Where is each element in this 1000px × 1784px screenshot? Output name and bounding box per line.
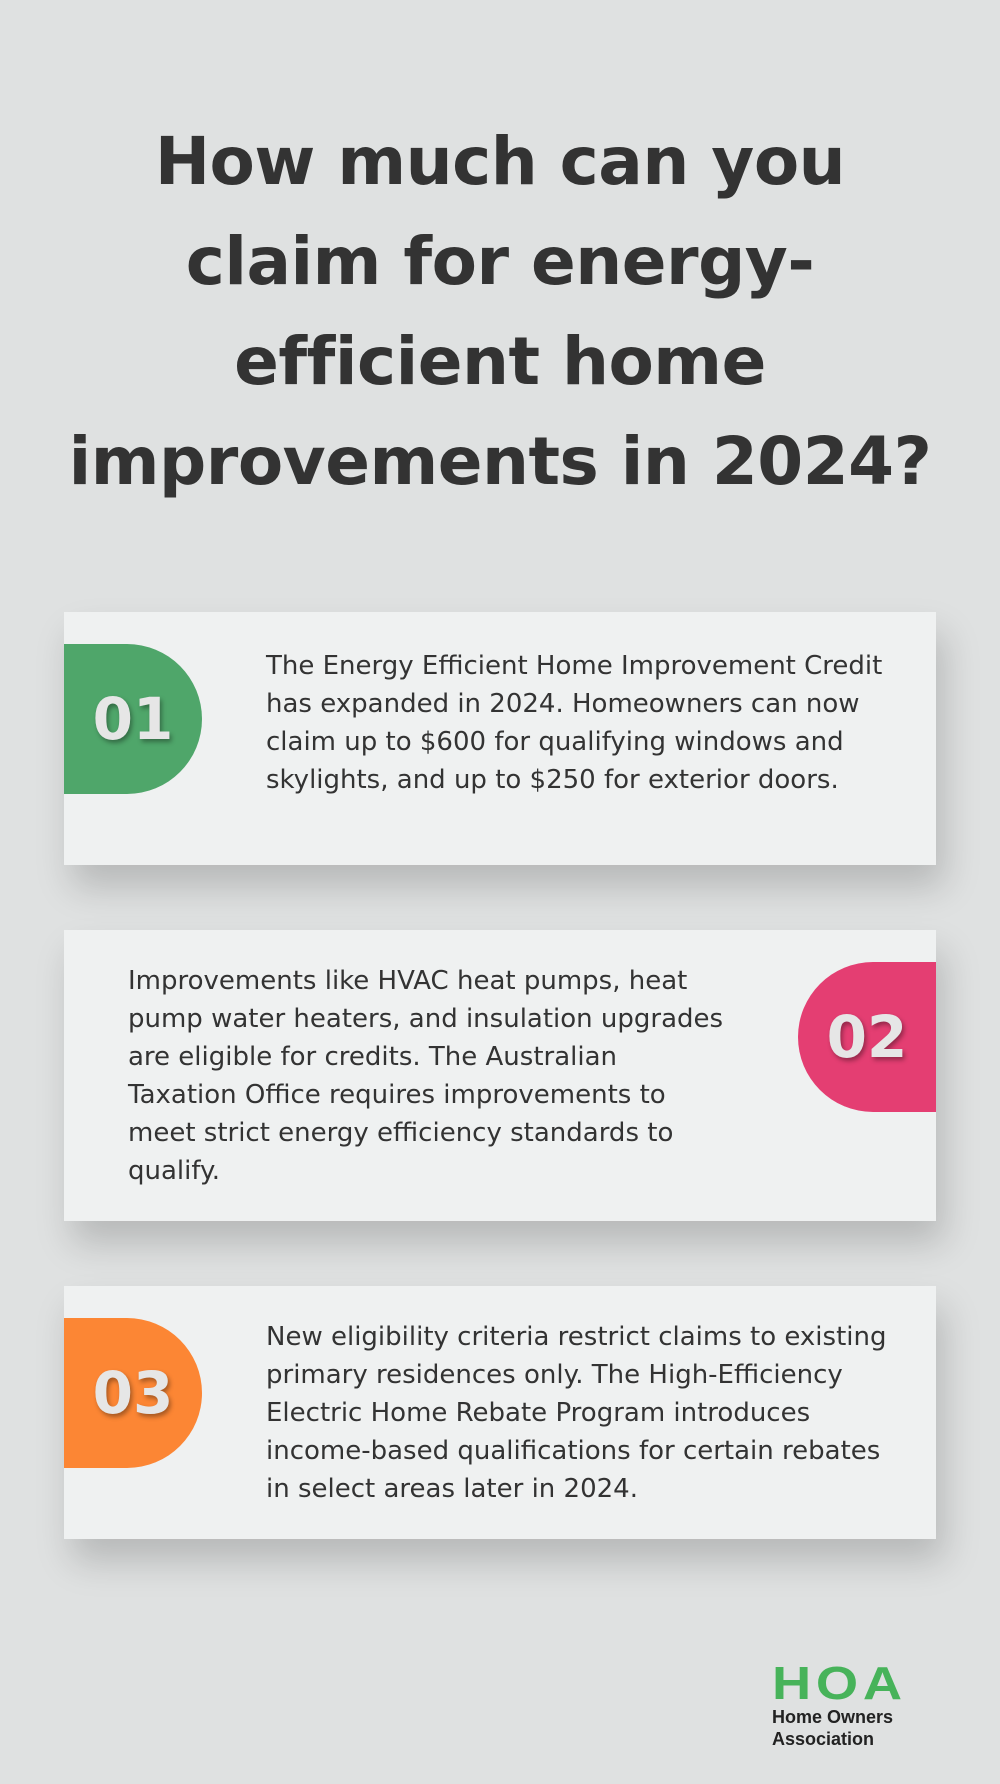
number-badge-3: 03: [64, 1318, 202, 1468]
info-card-2: Improvements like HVAC heat pumps, heat …: [64, 930, 936, 1221]
logo-line-2: Association: [772, 1729, 875, 1749]
info-card-1-text: The Energy Efficient Home Improvement Cr…: [266, 651, 883, 795]
logo-mark: HOA: [772, 1657, 907, 1709]
info-card-3: 03 New eligibility criteria restrict cla…: [64, 1286, 936, 1539]
info-card-3-text: New eligibility criteria restrict claims…: [266, 1322, 887, 1504]
hoa-logo: HOA Home Owners Association: [772, 1660, 942, 1750]
number-badge-2: 02: [798, 962, 936, 1112]
page-title: How much can you claim for energy-effici…: [68, 123, 932, 500]
number-badge-1: 01: [64, 644, 202, 794]
info-card-2-text: Improvements like HVAC heat pumps, heat …: [128, 966, 724, 1186]
info-card-1: 01 The Energy Efficient Home Improvement…: [64, 612, 936, 865]
logo-line-1: Home Owners: [772, 1707, 894, 1727]
